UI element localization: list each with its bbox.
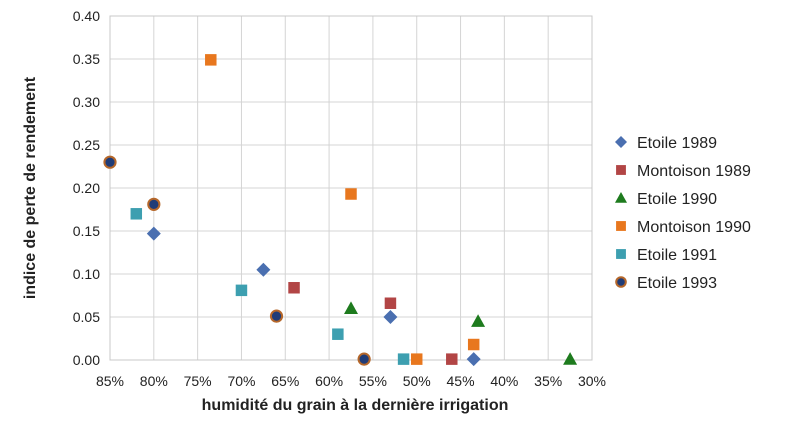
x-tick-label: 45% (447, 373, 475, 389)
legend: Etoile 1989 Montoison 1989 Etoile 1990 Mont… (615, 135, 751, 292)
legend-label: Etoile 1991 (637, 247, 717, 264)
legend-marker (615, 192, 627, 203)
y-axis-label: indice de perte de rendement (22, 76, 39, 299)
y-tick-label: 0.00 (73, 352, 100, 368)
data-point (446, 353, 458, 365)
y-tick-label: 0.35 (73, 51, 100, 67)
y-tick-label: 0.30 (73, 94, 100, 110)
legend-label: Montoison 1989 (637, 163, 751, 180)
y-tick-label: 0.05 (73, 309, 100, 325)
y-tick-label: 0.15 (73, 223, 100, 239)
data-point (563, 352, 578, 365)
x-tick-label: 35% (534, 373, 562, 389)
data-point (344, 301, 358, 314)
legend-marker (615, 276, 627, 288)
data-point (130, 208, 143, 220)
data-point (471, 314, 486, 327)
axes: 85% 80% 75% 70% 65% 60% 55% 50% 45% 40% 35% 30% 0.00… (73, 8, 606, 389)
legend-label: Etoile 1989 (637, 135, 717, 152)
x-tick-label: 55% (359, 373, 387, 389)
data-point (288, 282, 300, 294)
legend-label: Etoile 1990 (637, 191, 717, 208)
data-point (235, 284, 248, 297)
data-point (410, 353, 423, 365)
y-tick-label: 0.10 (73, 266, 100, 282)
x-tick-label: 40% (490, 373, 518, 389)
legend-marker (616, 249, 626, 259)
data-point (383, 310, 398, 324)
x-tick-label: 80% (140, 373, 168, 389)
legend-label: Montoison 1990 (637, 219, 751, 236)
data-point (103, 155, 117, 169)
data-point (269, 309, 284, 323)
data-point (147, 197, 161, 211)
y-tick-label: 0.20 (73, 180, 100, 196)
data-point (384, 297, 397, 309)
x-tick-label: 75% (184, 373, 212, 389)
data-point (357, 352, 371, 366)
grid (109, 15, 593, 361)
data-point (146, 226, 161, 241)
y-tick-label: 0.40 (73, 8, 100, 24)
x-tick-label: 70% (227, 373, 255, 389)
x-tick-label: 30% (578, 373, 606, 389)
x-tick-label: 65% (271, 373, 299, 389)
legend-marker (616, 221, 626, 231)
data-point (256, 262, 271, 277)
legend-label: Etoile 1993 (637, 275, 717, 292)
data-point (332, 328, 344, 340)
data-point (466, 352, 481, 367)
x-tick-label: 50% (403, 373, 431, 389)
x-tick-label: 60% (315, 373, 343, 389)
legend-marker (615, 136, 627, 148)
x-axis-label: humidité du grain à la dernière irrigati… (202, 397, 509, 414)
data-points (103, 54, 578, 367)
data-point (397, 353, 410, 365)
data-point (467, 338, 480, 351)
data-point (345, 188, 357, 200)
plot-border (109, 15, 593, 361)
legend-marker (616, 165, 626, 175)
y-tick-label: 0.25 (73, 137, 100, 153)
x-tick-label: 85% (96, 373, 124, 389)
data-point (205, 54, 217, 66)
